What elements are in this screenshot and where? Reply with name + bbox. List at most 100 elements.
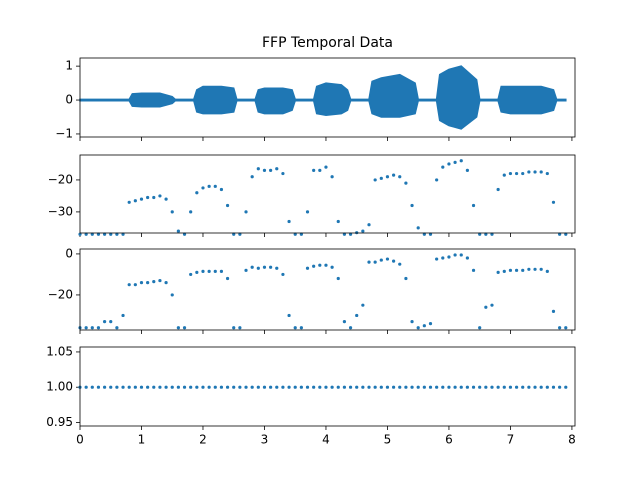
point xyxy=(115,385,119,389)
point xyxy=(379,258,383,262)
point xyxy=(250,175,254,179)
point xyxy=(336,276,340,281)
point xyxy=(324,263,328,267)
point xyxy=(139,281,144,285)
point xyxy=(195,385,199,389)
point xyxy=(496,187,500,192)
point xyxy=(195,191,199,195)
point xyxy=(84,232,88,236)
point xyxy=(361,303,365,307)
point xyxy=(330,385,334,389)
point xyxy=(465,168,469,172)
point xyxy=(398,175,402,179)
point xyxy=(453,253,457,257)
point xyxy=(336,385,340,389)
y-tick-label: −30 xyxy=(48,204,73,218)
point xyxy=(152,280,156,284)
y-tick-label: 1 xyxy=(65,59,73,73)
point xyxy=(514,268,519,272)
point xyxy=(533,385,537,389)
y-tick-label: 1.00 xyxy=(46,380,73,394)
point xyxy=(348,326,353,330)
point xyxy=(514,171,519,176)
x-tick-label: 5 xyxy=(384,433,392,447)
point xyxy=(146,195,150,200)
point xyxy=(232,232,236,236)
point xyxy=(96,232,101,236)
point xyxy=(441,385,445,389)
point xyxy=(146,385,150,389)
point xyxy=(195,270,199,274)
point xyxy=(256,385,260,389)
point xyxy=(201,269,205,273)
x-tick-label: 2 xyxy=(199,433,207,447)
point xyxy=(244,385,248,389)
x-tick-label: 4 xyxy=(322,433,330,447)
point xyxy=(558,232,562,236)
chart-title: FFP Temporal Data xyxy=(262,35,393,51)
point xyxy=(133,283,137,287)
point xyxy=(533,170,537,174)
point xyxy=(441,165,445,169)
point xyxy=(545,385,549,389)
point xyxy=(299,385,303,389)
plot-frame xyxy=(79,154,576,234)
point xyxy=(238,385,242,389)
point xyxy=(96,326,101,330)
x-tick-label: 1 xyxy=(138,433,146,447)
point xyxy=(416,326,420,330)
point xyxy=(305,210,310,214)
point xyxy=(533,267,537,271)
point xyxy=(275,167,279,171)
point xyxy=(281,272,285,277)
point xyxy=(225,385,230,389)
point xyxy=(299,326,303,330)
point xyxy=(109,385,113,389)
point xyxy=(176,326,180,330)
point xyxy=(564,326,568,330)
point xyxy=(459,253,463,257)
point xyxy=(84,385,88,389)
waveform xyxy=(79,65,567,130)
point xyxy=(539,170,543,174)
point xyxy=(318,168,322,172)
point xyxy=(367,260,371,264)
point xyxy=(293,232,297,236)
point xyxy=(318,385,322,389)
point xyxy=(189,272,193,277)
point xyxy=(361,385,365,389)
point xyxy=(330,265,334,269)
point xyxy=(305,385,310,389)
point xyxy=(422,232,426,236)
point xyxy=(404,385,408,389)
point xyxy=(392,259,396,263)
point xyxy=(139,197,144,201)
point xyxy=(398,385,402,389)
point xyxy=(330,175,334,179)
point xyxy=(207,184,211,188)
point xyxy=(404,276,408,281)
point xyxy=(453,385,457,389)
point xyxy=(447,385,451,389)
point xyxy=(158,385,162,389)
point xyxy=(471,203,476,208)
point xyxy=(244,210,248,214)
point xyxy=(213,184,217,188)
point xyxy=(176,385,180,389)
point xyxy=(262,385,267,389)
point xyxy=(281,385,285,389)
point xyxy=(133,385,137,389)
point xyxy=(152,195,156,200)
point xyxy=(90,232,94,236)
point xyxy=(441,256,445,260)
point xyxy=(250,385,254,389)
point xyxy=(269,265,273,269)
point xyxy=(465,256,469,260)
point xyxy=(121,232,125,236)
point xyxy=(373,260,377,264)
point xyxy=(207,385,211,389)
point xyxy=(342,385,347,389)
point xyxy=(545,269,549,273)
x-tick-label: 3 xyxy=(261,433,269,447)
point xyxy=(379,176,383,180)
